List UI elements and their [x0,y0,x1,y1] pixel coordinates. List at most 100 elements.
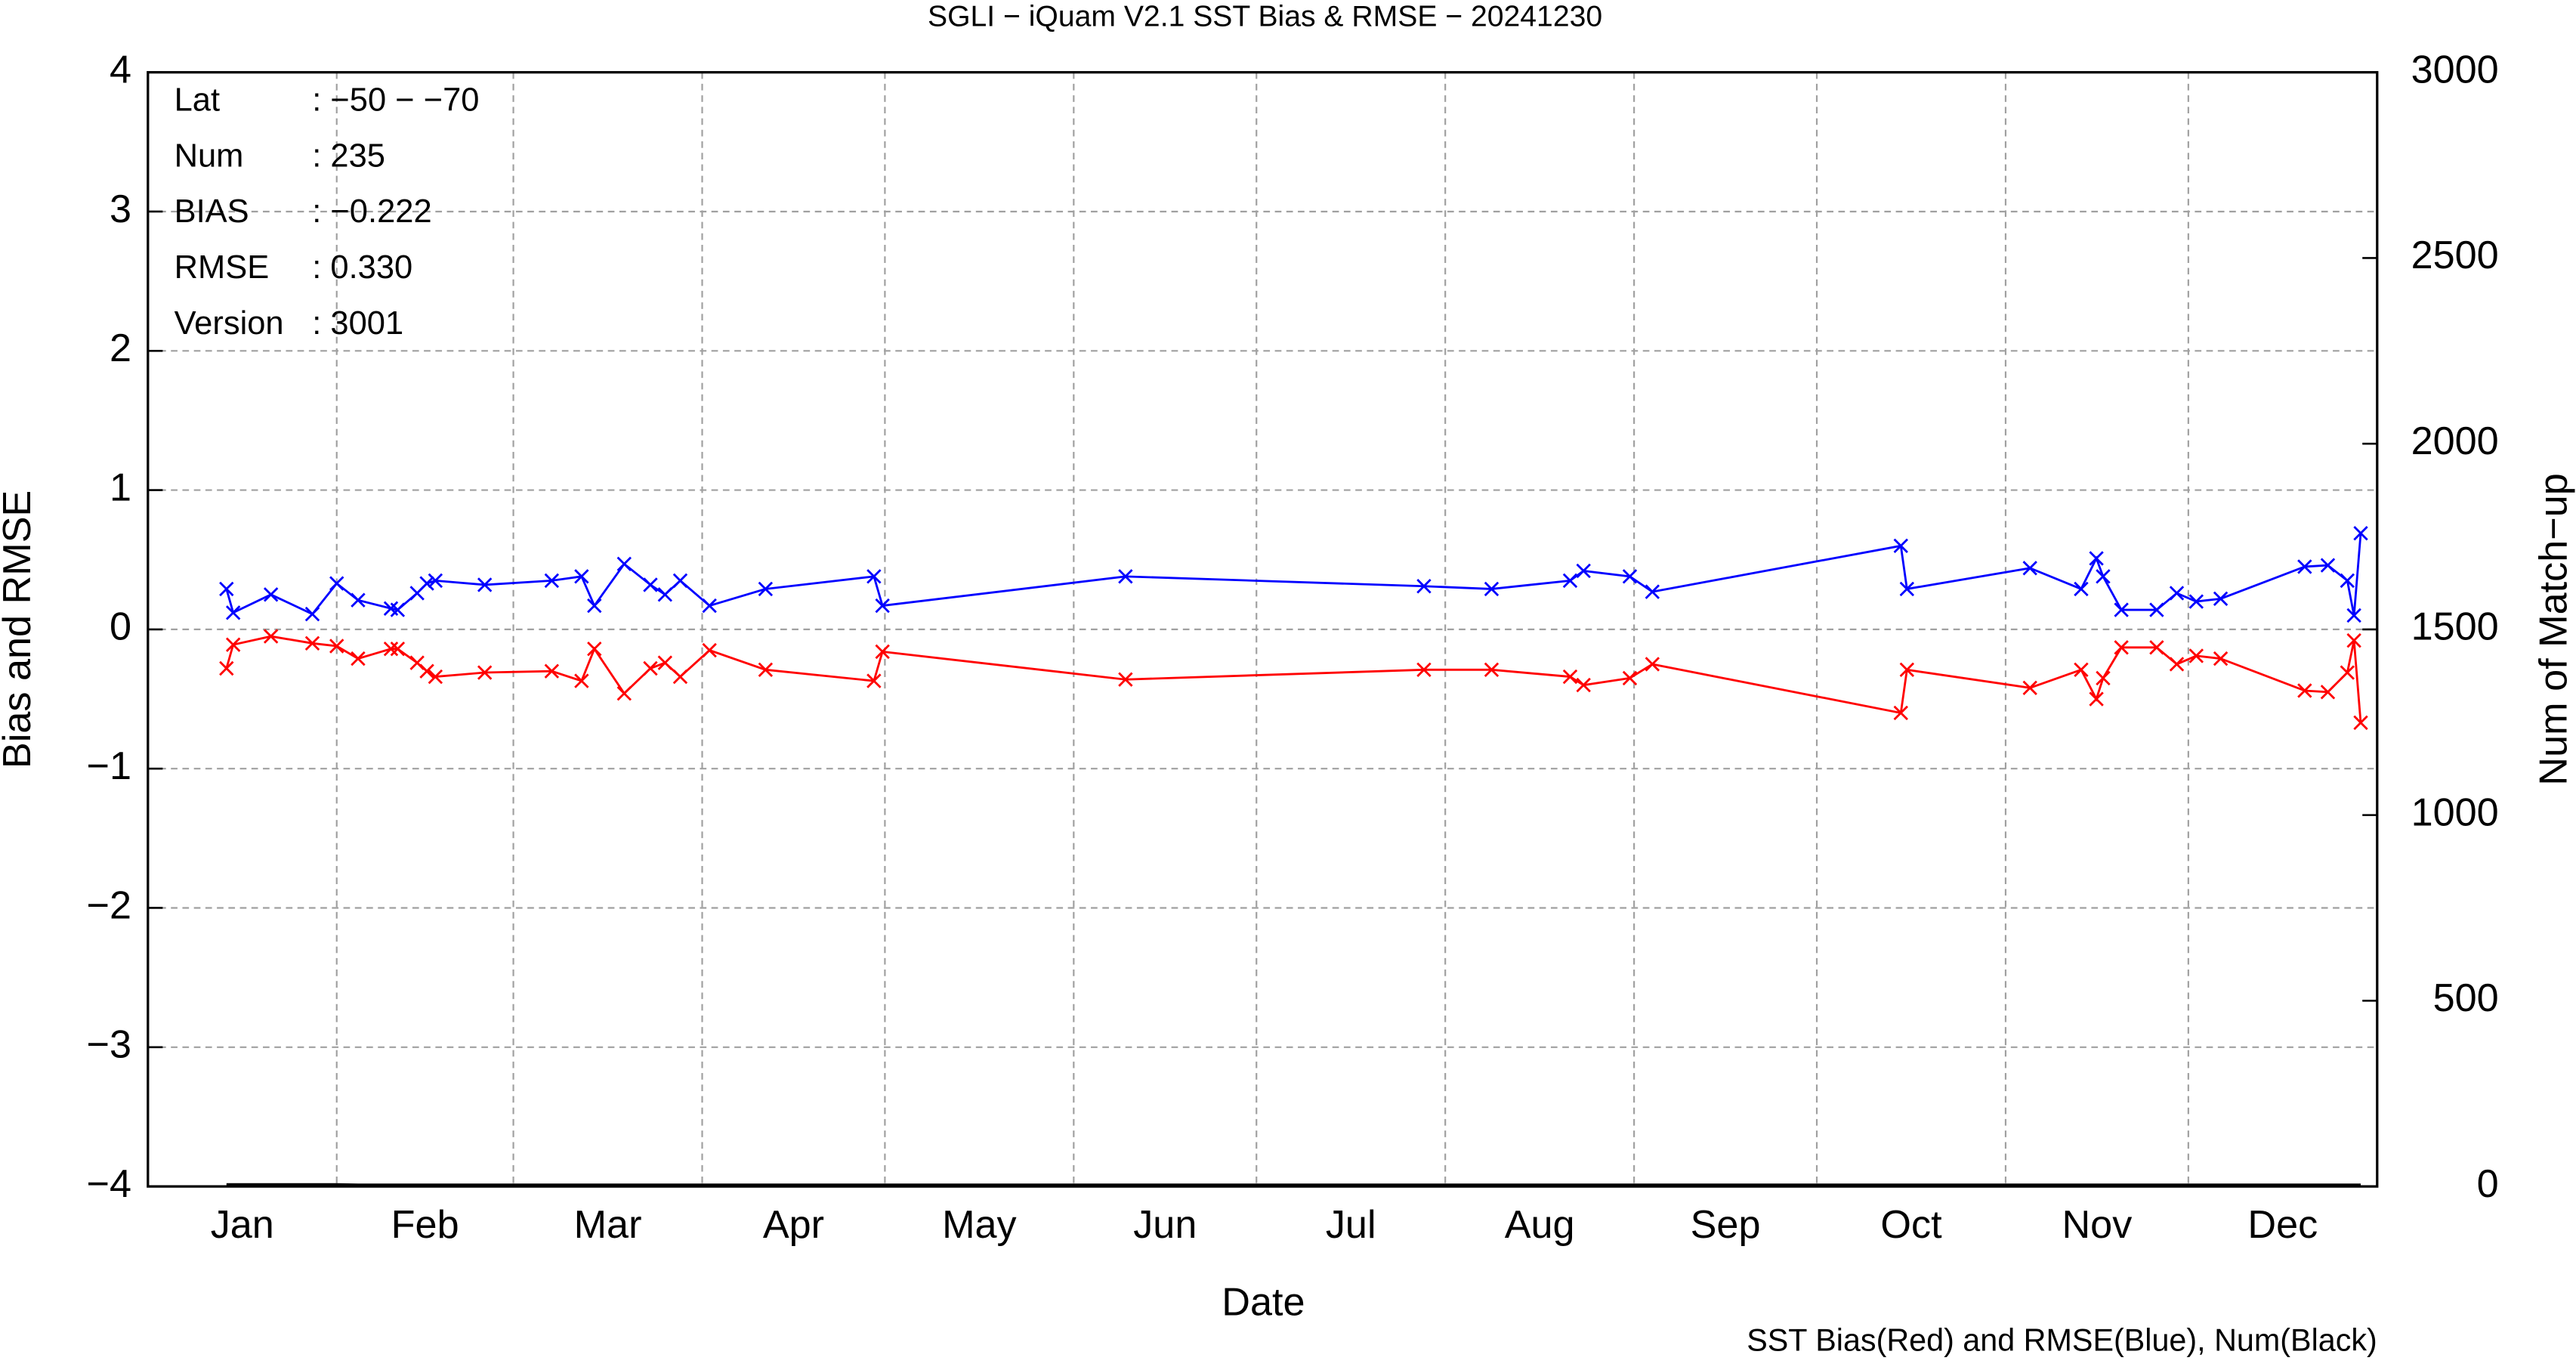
data-point [1893,538,1908,554]
data-point [672,669,688,685]
data-point [2213,591,2229,607]
data-point [1899,662,1915,678]
data-point [2346,608,2361,623]
y-tick-label: −3 [87,1023,132,1067]
info-label: BIAS [175,193,249,230]
data-point [2114,640,2129,655]
data-point [2169,657,2185,672]
data-point [2340,665,2355,680]
data-point [304,636,320,651]
data-point [1118,672,1133,687]
y2-tick-label: 1000 [2411,790,2499,834]
x-tick-label: Mar [574,1203,642,1247]
data-point [2340,573,2355,589]
data-point [574,673,589,688]
y-tick-label: 4 [110,48,131,91]
data-point [2353,715,2368,731]
y-tick-label: 3 [110,187,131,231]
data-point [1118,569,1133,584]
footnote: SST Bias(Red) and RMSE(Blue), Num(Black) [1747,1323,2377,1358]
y2-axis-label: Num of Match−up [2532,473,2576,785]
data-point [428,669,443,685]
data-point [2169,586,2185,601]
data-point [1893,705,1908,721]
y2-tick-label: 2500 [2411,233,2499,277]
x-tick-label: Jan [211,1203,274,1247]
data-point [1622,670,1638,686]
data-point [329,639,344,654]
info-label: Lat [175,82,220,118]
data-point [2320,558,2336,573]
data-point [2149,602,2164,617]
y2-tick-label: 500 [2433,976,2499,1020]
data-point [1416,662,1432,678]
y-tick-label: −1 [87,744,132,788]
data-point [1645,584,1660,599]
data-point [1576,563,1591,579]
data-point [2149,640,2164,655]
data-point [2074,581,2089,597]
data-point [875,644,890,660]
data-point [758,581,774,597]
data-point [616,556,632,571]
data-point [2022,680,2037,695]
data-point [875,598,890,614]
data-point [1416,579,1432,594]
data-point [702,598,717,614]
data-point [1645,657,1660,672]
info-label: RMSE [175,249,270,286]
data-point [2213,651,2229,666]
info-value: : −50 − −70 [312,82,479,118]
y-tick-label: −4 [87,1162,132,1206]
data-point [477,577,493,592]
data-point [657,655,673,670]
data-point [428,573,443,589]
data-point [219,660,234,676]
x-tick-label: May [942,1203,1017,1247]
data-point [2346,632,2361,648]
x-tick-label: Jun [1133,1203,1197,1247]
y-axis-label: Bias and RMSE [0,490,39,768]
x-tick-label: Nov [2062,1203,2132,1247]
data-point [2074,662,2089,678]
data-point [390,641,406,657]
data-point [544,663,560,679]
data-point [2022,561,2037,576]
data-point [2297,559,2312,574]
x-tick-label: Apr [763,1203,824,1247]
y-tick-label: 2 [110,326,131,370]
data-point [419,663,434,679]
data-point [2114,602,2129,617]
x-axis-label: Date [1222,1280,1305,1324]
y-tick-label: 0 [110,605,131,649]
data-point [1562,573,1578,589]
x-tick-label: Dec [2247,1203,2318,1247]
x-tick-label: Sep [1691,1203,1761,1247]
data-point [2089,551,2104,566]
x-tick-label: Aug [1505,1203,1575,1247]
data-point [383,641,399,657]
data-point [574,569,589,584]
data-point [329,576,344,591]
data-point [2353,526,2368,541]
data-point [2089,691,2104,707]
x-tick-label: Oct [1880,1203,1942,1247]
info-label: Version [175,305,284,342]
series-line [225,635,2362,723]
data-point [1899,581,1915,597]
data-point [672,573,688,589]
data-point [1484,662,1500,678]
data-point [263,629,279,644]
data-point [866,673,882,688]
y2-tick-label: 0 [2477,1162,2499,1206]
data-point [587,641,602,657]
data-point [2096,670,2111,686]
data-point [419,576,434,591]
data-point [225,605,241,620]
data-point [2297,683,2312,698]
y2-tick-label: 3000 [2411,48,2499,91]
data-point [1562,669,1578,685]
